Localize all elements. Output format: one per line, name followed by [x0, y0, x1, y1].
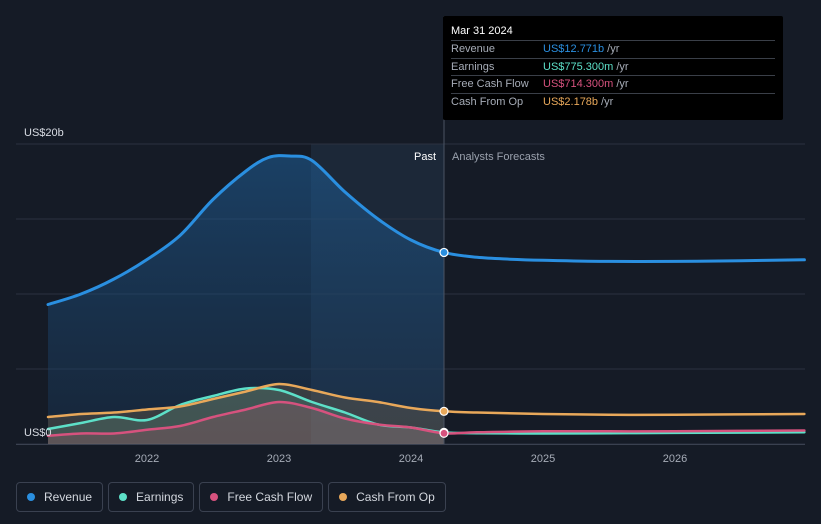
x-tick-label: 2025 [531, 453, 555, 465]
tooltip-row-revenue: Revenue US$12.771b /yr [451, 41, 775, 59]
legend-label: Cash From Op [356, 490, 435, 504]
past-label: Past [414, 151, 436, 163]
revenue-area [48, 155, 444, 445]
tooltip: Mar 31 2024 Revenue US$12.771b /yr Earni… [443, 16, 783, 120]
legend-item-earnings[interactable]: Earnings [108, 482, 195, 512]
tooltip-unit: /yr [607, 43, 620, 55]
tooltip-label: Cash From Op [451, 95, 524, 108]
x-tick-label: 2022 [135, 453, 159, 465]
tooltip-row-free-cash-flow: Free Cash Flow US$714.300m /yr [451, 76, 775, 94]
legend-label: Revenue [44, 490, 93, 504]
revenue-line [46, 154, 806, 306]
legend-item-revenue[interactable]: Revenue [16, 482, 104, 512]
legend-label: Free Cash Flow [227, 490, 313, 504]
earnings-line [46, 386, 806, 435]
tooltip-value: US$714.300m [543, 78, 614, 90]
y-axis-top-label: US$20b [24, 127, 64, 139]
legend-item-cash-from-op[interactable]: Cash From Op [328, 482, 446, 512]
legend: Revenue Earnings Free Cash Flow Cash Fro… [16, 482, 446, 512]
tooltip-unit: /yr [616, 60, 629, 73]
y-axis-zero-label: US$0 [24, 427, 52, 439]
free-cash-flow-area [48, 401, 444, 444]
tooltip-value: US$775.300m [543, 60, 614, 73]
x-tick-label: 2023 [267, 453, 291, 465]
legend-item-free-cash-flow[interactable]: Free Cash Flow [199, 482, 324, 512]
legend-label: Earnings [136, 490, 184, 504]
tooltip-date: Mar 31 2024 [451, 24, 775, 41]
earnings-dot-icon [119, 493, 128, 501]
tooltip-unit: /yr [616, 78, 629, 90]
tooltip-unit: /yr [601, 95, 614, 108]
cash-from-op-dot-icon [339, 493, 348, 501]
free-cash-flow-line [46, 400, 806, 438]
tooltip-label: Free Cash Flow [451, 78, 529, 90]
cash-from-op-line [46, 382, 806, 419]
free-cash-flow-dot-icon [210, 493, 219, 501]
tooltip-value: US$12.771b [543, 43, 605, 55]
tooltip-label: Earnings [451, 60, 495, 73]
revenue-marker [439, 247, 449, 258]
forecast-label: Analysts Forecasts [452, 151, 545, 163]
tooltip-row-cash-from-op: Cash From Op US$2.178b /yr [451, 94, 775, 112]
tooltip-row-earnings: Earnings US$775.300m /yr [451, 59, 775, 76]
free-cash-flow-marker [439, 428, 449, 438]
financials-chart: US$20b US$0 Past Analysts Forecasts 2022 2023… [16, 16, 806, 465]
tooltip-value: US$2.178b [543, 95, 599, 108]
revenue-dot-icon [27, 493, 35, 501]
x-tick-label: 2024 [399, 453, 423, 465]
tooltip-label: Revenue [451, 43, 496, 55]
cash-from-op-marker [439, 406, 449, 416]
x-tick-label: 2026 [663, 453, 687, 465]
